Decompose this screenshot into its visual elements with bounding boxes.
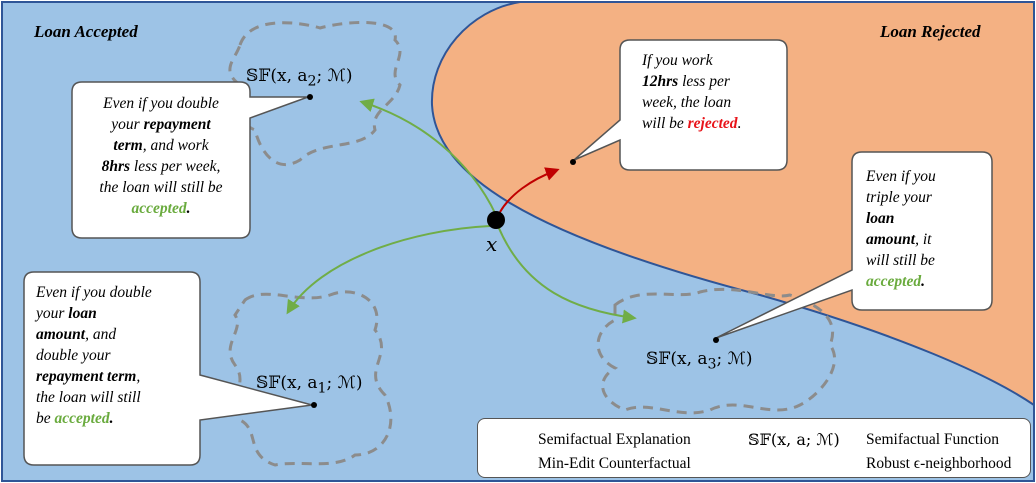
- bubble-top-center-shape: [573, 39, 788, 171]
- neighborhood-a3: [596, 287, 837, 415]
- neighborhood-a1: [228, 290, 393, 467]
- bubble-right-text: Even if you triple your loan amount, it …: [866, 168, 936, 290]
- bubble-top-center-text: If you work 12hrs less per week, the loa…: [642, 52, 742, 132]
- arrow-counterfactual: [499, 167, 560, 213]
- sf-label-a2: 𝕊𝔽(x, a2; ℳ): [246, 66, 353, 90]
- point-counterfactual: [570, 159, 576, 165]
- legend-robust-neighborhood: Robust ϵ-neighborhood: [866, 455, 1012, 472]
- arrow-to-a3: [497, 225, 637, 324]
- legend-semifactual-function: Semifactual Function: [866, 431, 1000, 448]
- arrow-to-a2: [359, 98, 497, 216]
- legend-semifactual-explanation: Semifactual Explanation: [538, 431, 691, 448]
- legend-sf-symbol: 𝕊𝔽(x, a; ℳ): [748, 430, 840, 449]
- legend-min-edit-counterfactual: Min-Edit Counterfactual: [538, 455, 691, 472]
- arrow-to-a1: [286, 225, 491, 315]
- point-x: [487, 211, 505, 229]
- bubble-bottom-left-shape: [23, 271, 313, 466]
- bubble-top-left-text: Even if you double your repayment term, …: [99, 95, 223, 217]
- rejected-label: Loan Rejected: [880, 22, 981, 41]
- point-x-label: x: [486, 232, 498, 256]
- sf-label-a1: 𝕊𝔽(x, a1; ℳ): [256, 373, 363, 397]
- bubble-right-shape: [715, 151, 993, 339]
- bubble-bottom-left-text: Even if you double your loan amount, and…: [36, 284, 152, 427]
- accepted-label: Loan Accepted: [34, 22, 138, 41]
- point-a2: [307, 94, 313, 100]
- point-a3: [713, 337, 719, 343]
- legend: Semifactual Explanation Min-Edit Counter…: [477, 418, 1031, 478]
- bubble-top-left-shape: [71, 81, 309, 239]
- point-a1: [311, 402, 317, 408]
- sf-label-a3: 𝕊𝔽(x, a3; ℳ): [646, 349, 753, 373]
